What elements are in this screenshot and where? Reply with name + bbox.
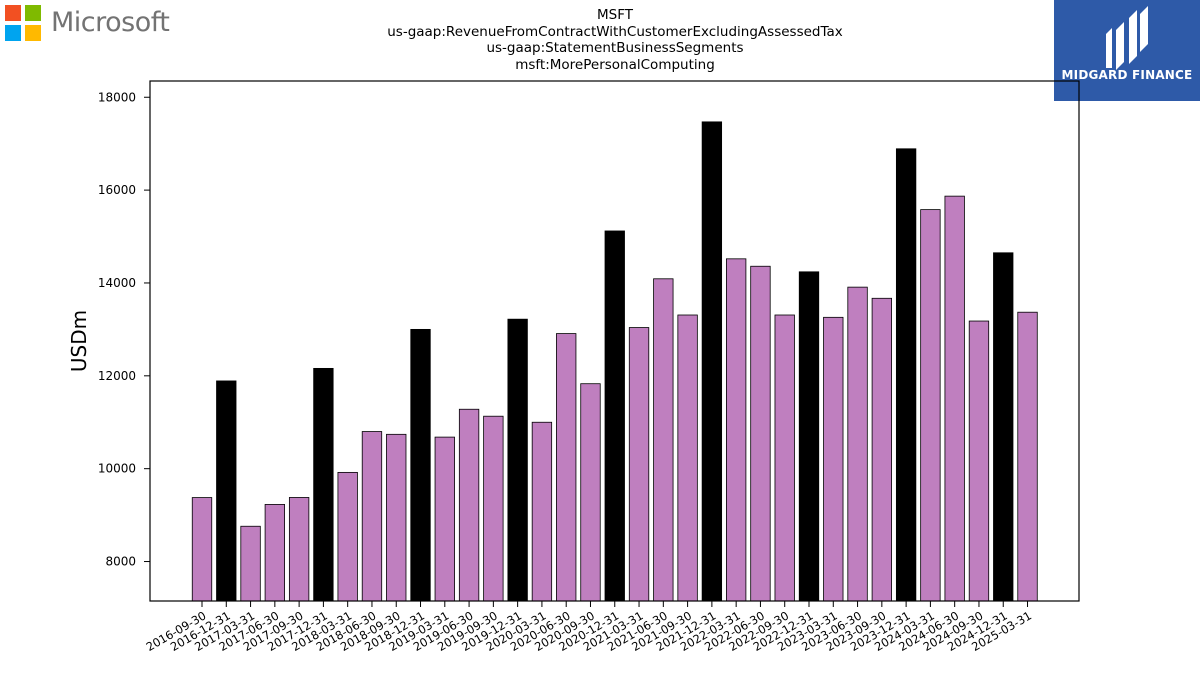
midgard-finance-logo: MIDGARD FINANCE: [1054, 0, 1200, 101]
x-axis: 2016-09-302016-12-312017-03-312017-06-30…: [144, 601, 1034, 654]
bar-2019-03-31: [434, 436, 455, 602]
bar-2021-06-30: [653, 278, 674, 602]
y-axis-label: USDm: [67, 310, 91, 372]
bar-2024-03-31: [920, 209, 941, 602]
bar-2019-06-30: [458, 408, 480, 602]
brand-logo-text: MIDGARD FINANCE: [1061, 68, 1193, 82]
bar-2023-09-30: [871, 297, 892, 602]
y-tick-label: 8000: [105, 555, 136, 569]
bar-2017-09-30: [288, 497, 310, 602]
bar-2020-12-31: [604, 230, 625, 602]
y-tick-label: 16000: [98, 183, 136, 197]
bar-2025-03-31: [1017, 311, 1038, 602]
ms-logo-yellow-square: [25, 25, 41, 41]
title-line-member: msft:MorePersonalComputing: [515, 57, 715, 74]
bar-2023-06-30: [847, 286, 868, 602]
y-tick-label: 18000: [98, 90, 136, 104]
bar-2021-03-31: [628, 327, 650, 602]
bar-2019-09-30: [483, 415, 504, 602]
ms-logo-text: Microsoft: [51, 7, 170, 38]
bar-2018-03-31: [337, 471, 358, 602]
bar-2024-09-30: [968, 320, 990, 602]
title-line-ticker: MSFT: [597, 7, 633, 23]
bar-2024-12-31: [993, 252, 1014, 602]
bar-2020-06-30: [556, 333, 577, 602]
bar-2023-03-31: [823, 316, 844, 602]
bar-2018-12-31: [410, 328, 431, 602]
title-line-concept: us-gaap:RevenueFromContractWithCustomerE…: [387, 23, 843, 40]
ms-logo-green-square: [25, 5, 41, 21]
y-tick-label: 14000: [98, 276, 136, 290]
bar-2016-12-31: [216, 380, 237, 602]
bar-2018-09-30: [386, 433, 407, 602]
bar-2019-12-31: [507, 318, 528, 602]
bar-2024-06-30: [944, 195, 965, 602]
bar-2017-12-31: [313, 367, 334, 602]
midgard-mark-icon: [1106, 6, 1148, 70]
bar-2023-12-31: [895, 148, 917, 602]
bar-2020-03-31: [531, 421, 553, 602]
title-line-axis: us-gaap:StatementBusinessSegments: [486, 40, 744, 57]
y-axis: 8000 10000 12000 14000 16000 18000: [98, 90, 150, 569]
chart-title: MSFT us-gaap:RevenueFromContractWithCust…: [365, 7, 865, 74]
y-tick-label: 12000: [98, 369, 136, 383]
bar-2022-09-30: [774, 314, 795, 602]
bar-2016-09-30: [191, 497, 213, 602]
bar-2018-06-30: [361, 431, 383, 602]
bars-layer: [191, 121, 1038, 602]
microsoft-logo: Microsoft: [5, 5, 185, 45]
bar-2021-09-30: [677, 314, 698, 602]
bar-2022-12-31: [798, 271, 820, 602]
ms-logo-red-square: [5, 5, 21, 21]
bar-2021-12-31: [701, 121, 723, 602]
ms-logo-blue-square: [5, 25, 21, 41]
y-tick-label: 10000: [98, 462, 136, 476]
bar-2017-06-30: [264, 504, 285, 602]
bar-2022-06-30: [750, 265, 771, 602]
bar-2022-03-31: [726, 258, 747, 602]
bar-2017-03-31: [240, 525, 261, 602]
bar-2020-09-30: [580, 383, 601, 602]
